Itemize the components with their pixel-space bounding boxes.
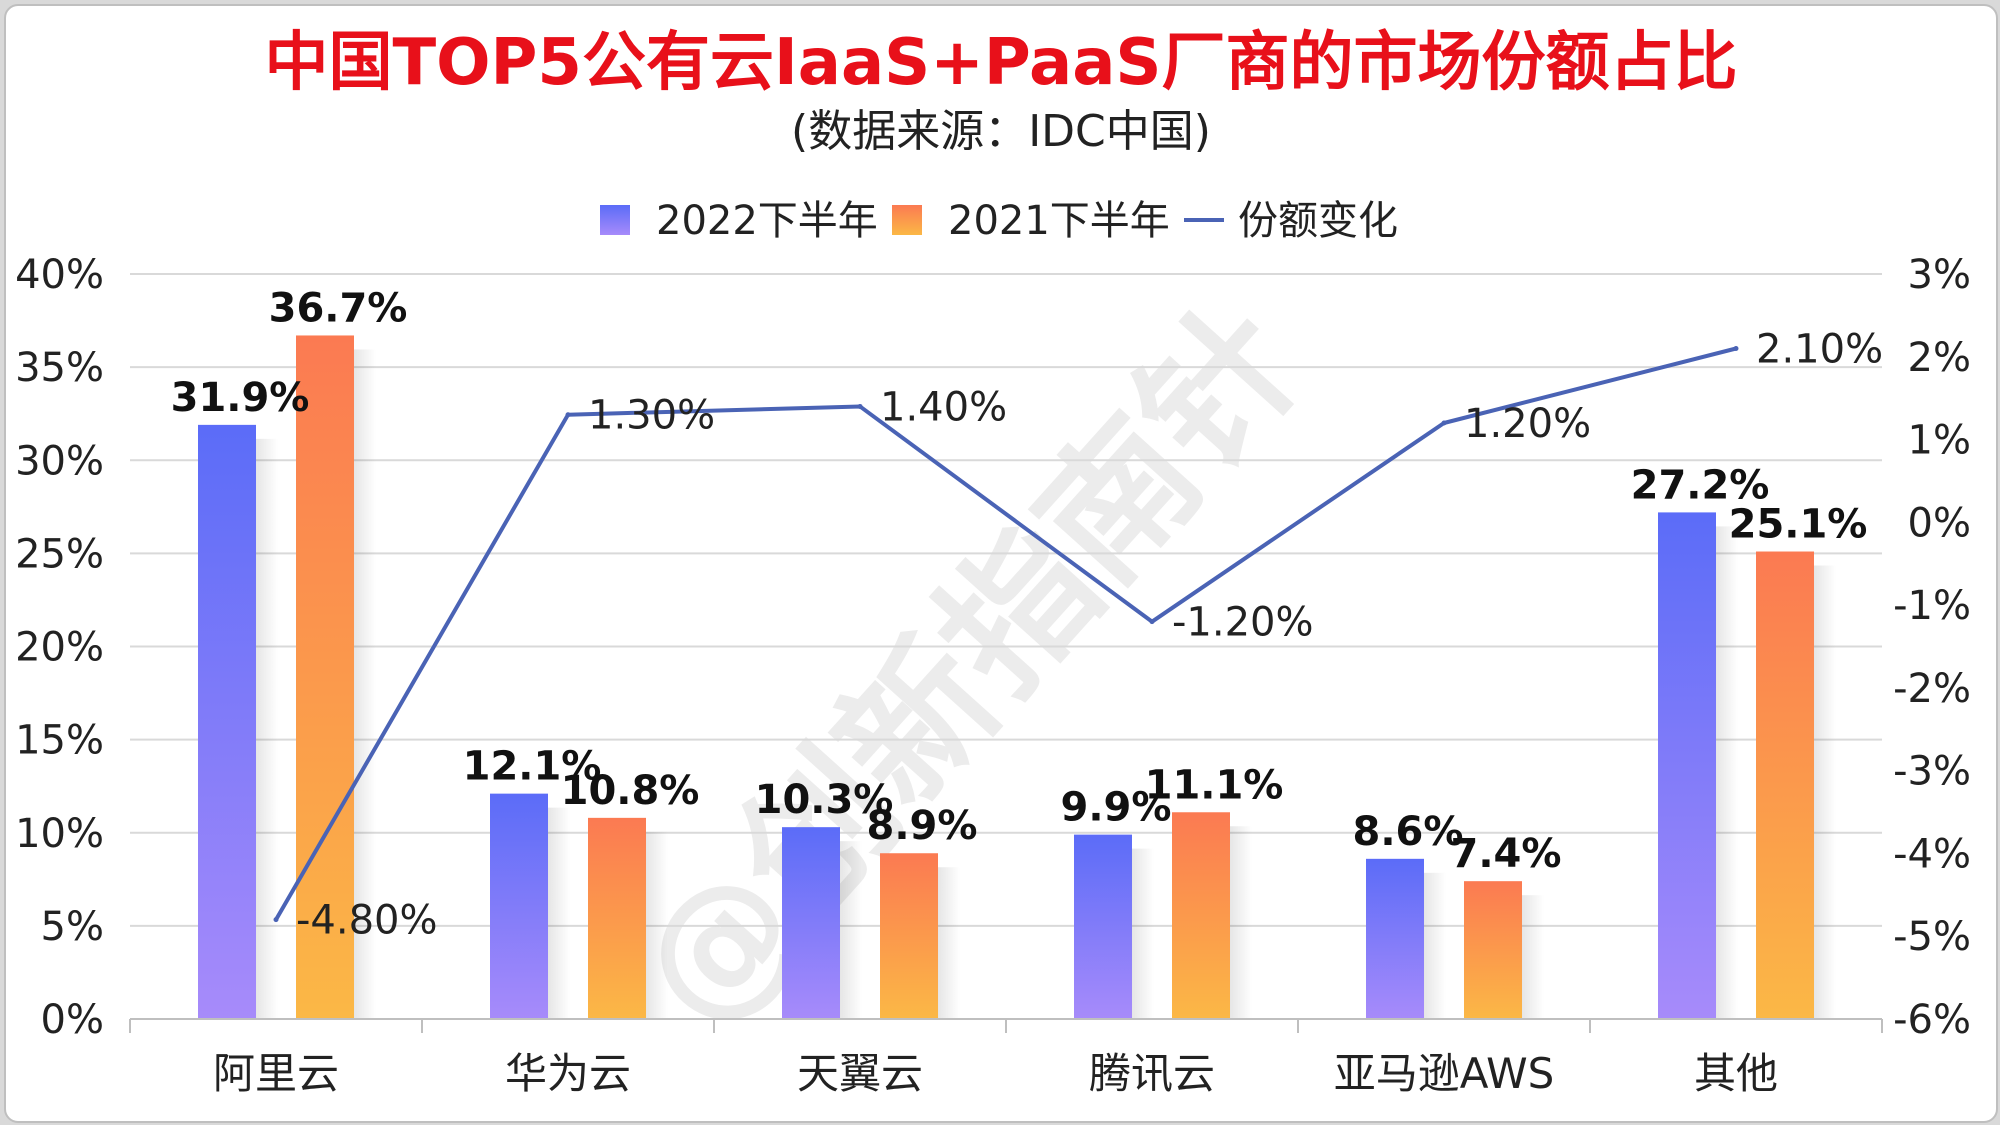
bar-2022 xyxy=(782,827,840,1019)
right-tick-label: -1% xyxy=(1893,583,1971,629)
bar-shadow xyxy=(1716,526,1738,1019)
bar-value-label: 7.4% xyxy=(1451,831,1562,877)
change-point xyxy=(857,403,863,409)
x-tick-label: 天翼云 xyxy=(797,1049,923,1098)
gridlines xyxy=(130,273,1882,927)
left-tick-label: 15% xyxy=(15,718,104,764)
legend-label-2021: 2021下半年 xyxy=(948,198,1170,244)
bar-value-label: 25.1% xyxy=(1729,502,1868,548)
bar-shadow xyxy=(646,831,668,1019)
bar-value-label: 12.1% xyxy=(463,744,602,790)
legend-swatch-2022 xyxy=(600,205,630,235)
chart-svg: @创新指南针 中国TOP5公有云IaaS+PaaS厂商的市场份额占比 (数据来源… xyxy=(15,26,1971,1098)
bar-2021 xyxy=(296,335,354,1019)
bar-2021 xyxy=(1172,812,1230,1019)
x-tick-label: 其他 xyxy=(1694,1049,1778,1098)
right-tick-label: 0% xyxy=(1908,500,1971,546)
bar-shadow xyxy=(840,841,862,1019)
bar-shadow xyxy=(1132,848,1154,1019)
x-tick-label: 腾讯云 xyxy=(1089,1049,1215,1098)
change-point xyxy=(565,412,571,418)
bar-2021 xyxy=(880,853,938,1019)
right-tick-label: 1% xyxy=(1908,418,1971,464)
bar-shadow xyxy=(1522,895,1544,1019)
change-value-label: -1.20% xyxy=(1172,600,1314,646)
right-tick-label: 2% xyxy=(1908,335,1971,381)
left-tick-label: 35% xyxy=(15,345,104,391)
right-tick-label: 3% xyxy=(1908,252,1971,298)
right-tick-label: -2% xyxy=(1893,666,1971,712)
left-axis: 0% 5% 10% 15% 20% 25% 30% 35% 40% xyxy=(15,252,104,1043)
change-point xyxy=(273,917,279,923)
bar-shadow xyxy=(938,867,960,1019)
bars: 31.9% 12.1% 10.3% 9.9% 8.6% 27.2% 36.7% 10.8% 8.… xyxy=(171,285,1868,1019)
bar-2022 xyxy=(1074,834,1132,1019)
change-value-label: 2.10% xyxy=(1756,327,1883,373)
change-value-label: 1.30% xyxy=(588,393,715,439)
chart-frame: @创新指南针 中国TOP5公有云IaaS+PaaS厂商的市场份额占比 (数据来源… xyxy=(4,4,1998,1123)
bar-2022 xyxy=(490,793,548,1019)
bar-2022 xyxy=(1658,512,1716,1019)
right-tick-label: -3% xyxy=(1893,749,1971,795)
bar-shadow xyxy=(1814,565,1836,1019)
change-value-label: -4.80% xyxy=(296,898,438,944)
bar-shadow xyxy=(354,349,376,1019)
legend-swatch-2021 xyxy=(892,205,922,235)
bar-shadow xyxy=(1424,872,1446,1019)
chart-subtitle: (数据来源：IDC中国) xyxy=(791,106,1211,157)
bar-value-label: 10.3% xyxy=(755,777,894,823)
bar-2022 xyxy=(198,424,256,1019)
x-tick-label: 亚马逊AWS xyxy=(1334,1049,1555,1098)
left-tick-label: 30% xyxy=(15,438,104,484)
chart-title: 中国TOP5公有云IaaS+PaaS厂商的市场份额占比 xyxy=(264,26,1737,100)
legend: 2022下半年 2021下半年 份额变化 xyxy=(600,198,1398,244)
right-tick-label: -4% xyxy=(1893,831,1971,877)
bar-2021 xyxy=(1464,881,1522,1019)
left-tick-label: 40% xyxy=(15,252,104,298)
bar-value-label: 8.6% xyxy=(1353,809,1464,855)
right-tick-label: -5% xyxy=(1893,914,1971,960)
bar-shadow xyxy=(548,807,570,1019)
bar-value-label: 36.7% xyxy=(269,285,408,331)
right-axis: -6% -5% -4% -3% -2% -1% 0% 1% 2% 3% xyxy=(1893,252,1971,1043)
bar-value-label: 11.1% xyxy=(1145,762,1284,808)
bar-2022 xyxy=(1366,858,1424,1019)
bar-2021 xyxy=(1756,551,1814,1019)
bar-2021 xyxy=(588,817,646,1019)
change-point xyxy=(1733,346,1739,351)
change-point xyxy=(1441,420,1447,426)
legend-label-change: 份额变化 xyxy=(1238,198,1398,244)
change-value-label: 1.20% xyxy=(1464,401,1591,447)
bar-shadow xyxy=(256,438,278,1019)
x-tick-label: 阿里云 xyxy=(213,1049,339,1098)
legend-label-2022: 2022下半年 xyxy=(656,198,878,244)
x-tick-label: 华为云 xyxy=(505,1049,631,1098)
change-point xyxy=(1149,619,1155,625)
left-tick-label: 20% xyxy=(15,625,104,671)
bar-value-label: 8.9% xyxy=(867,803,978,849)
bar-value-label: 10.8% xyxy=(561,768,700,814)
left-tick-label: 10% xyxy=(15,811,104,857)
bar-value-label: 9.9% xyxy=(1061,785,1172,831)
bar-value-label: 27.2% xyxy=(1631,462,1770,508)
change-line xyxy=(274,346,1737,921)
left-tick-label: 25% xyxy=(15,531,104,577)
line-series: -4.80% 1.30% 1.40% -1.20% 1.20% 2.10% xyxy=(273,327,1883,944)
left-tick-label: 5% xyxy=(41,904,104,950)
right-tick-label: -6% xyxy=(1893,997,1971,1043)
bar-shadow xyxy=(1230,826,1252,1019)
x-axis: 阿里云 华为云 天翼云 腾讯云 亚马逊AWS 其他 xyxy=(129,1018,1883,1098)
left-tick-label: 0% xyxy=(41,997,104,1043)
change-value-label: 1.40% xyxy=(880,384,1007,430)
bar-value-label: 31.9% xyxy=(171,375,310,421)
